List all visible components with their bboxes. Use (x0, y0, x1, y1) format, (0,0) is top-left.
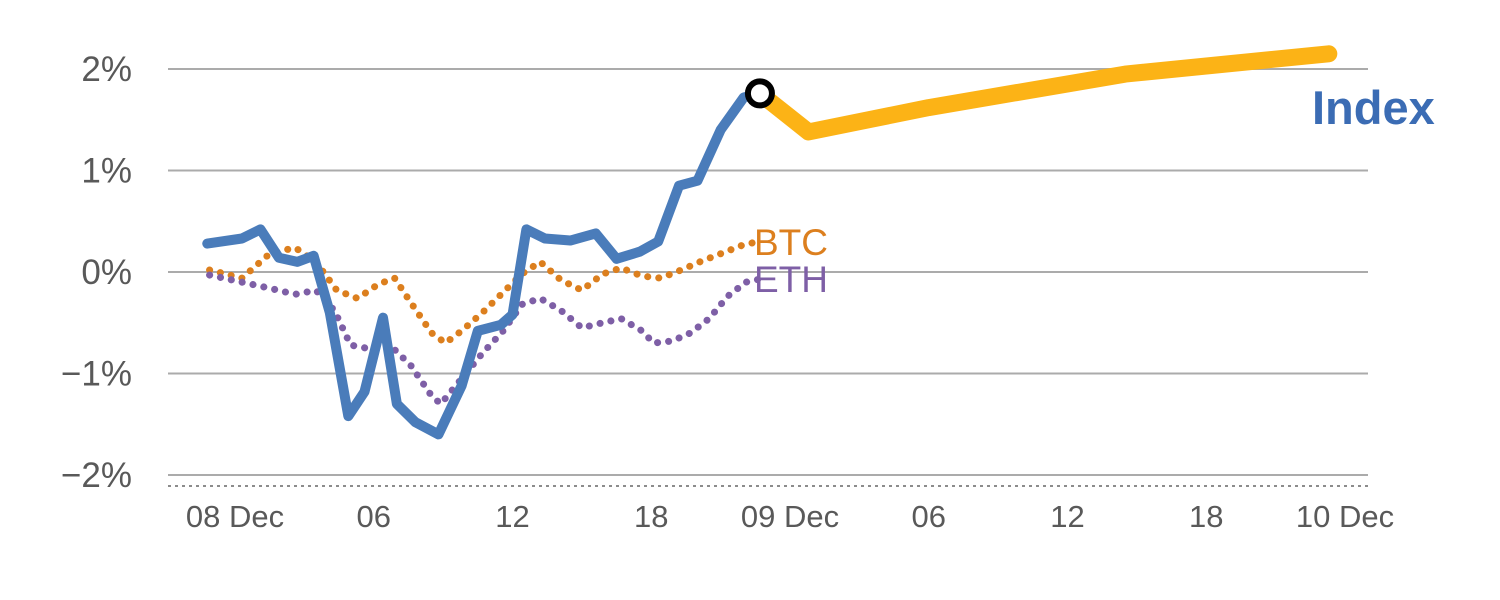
y-axis-tick-label: 2% (81, 50, 132, 89)
event-marker-circle (744, 78, 775, 109)
series-index_forward-line (751, 45, 1338, 141)
x-axis-tick-label: 18 (634, 499, 668, 534)
series-btc-line (206, 238, 762, 347)
x-axis-tick-label: 09 Dec (741, 499, 839, 534)
x-axis-tick-label: 08 Dec (186, 499, 284, 534)
series-eth-line (206, 271, 764, 408)
x-axis-tick-label: 12 (1050, 499, 1084, 534)
x-axis-tick-label: 06 (912, 499, 946, 534)
y-axis-tick-label: 1% (81, 152, 132, 191)
series-index-line (202, 88, 765, 440)
x-axis-tick-label: 18 (1189, 499, 1223, 534)
x-axis-tick-label: 06 (357, 499, 391, 534)
btc-series-label: BTC (754, 222, 828, 263)
x-axis-tick-label: 12 (495, 499, 529, 534)
eth-series-label: ETH (754, 259, 828, 300)
y-axis-tick-label: 0% (81, 253, 132, 292)
y-axis-tick-label: −2% (61, 456, 132, 495)
x-axis-tick-label: 10 Dec (1296, 499, 1394, 534)
y-axis-tick-label: −1% (61, 355, 132, 394)
index-series-label: Index (1312, 81, 1435, 134)
